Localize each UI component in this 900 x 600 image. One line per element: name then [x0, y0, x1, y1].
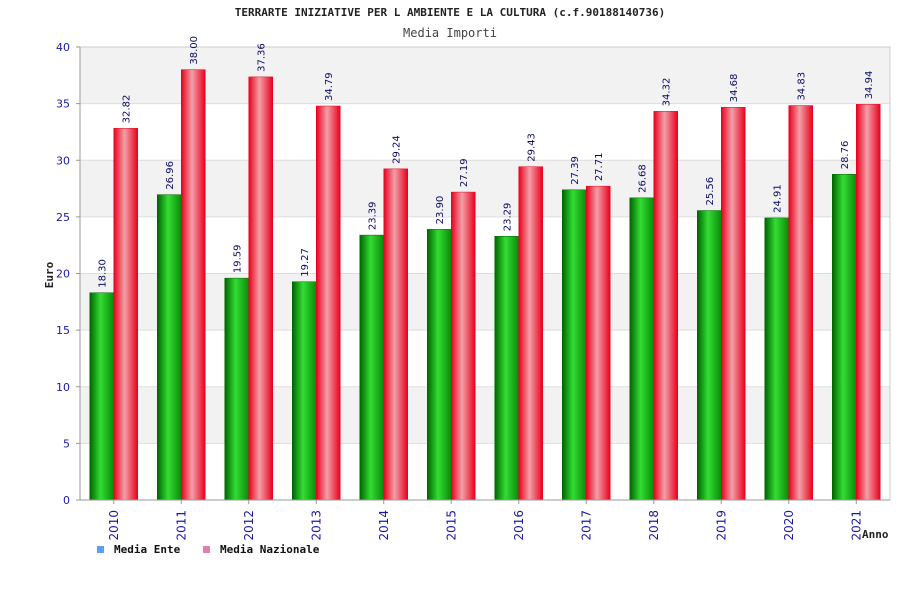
x-tick-label-2017: 2017 — [579, 510, 593, 541]
data-label-nazionale-2014: 29.24 — [392, 135, 403, 164]
grid-band — [80, 160, 890, 217]
y-tick-label: 30 — [56, 154, 70, 167]
grid-band — [80, 386, 890, 444]
legend: Media Ente Media Nazionale — [97, 543, 320, 556]
bar-ente-2018 — [629, 197, 654, 501]
data-label-ente-2010: 18.30 — [98, 259, 109, 288]
bar-nazionale-2012 — [248, 76, 273, 501]
data-label-nazionale-2013: 34.79 — [324, 72, 335, 101]
data-label-ente-2015: 23.90 — [435, 196, 446, 225]
bar-ente-2017 — [562, 189, 587, 501]
bar-ente-2011 — [157, 194, 182, 501]
bar-ente-2019 — [697, 210, 722, 501]
data-label-nazionale-2021: 34.94 — [864, 71, 875, 100]
data-label-ente-2021: 28.76 — [840, 141, 851, 170]
bar-ente-2014 — [359, 234, 384, 501]
bar-nazionale-2015 — [451, 191, 476, 501]
data-label-nazionale-2012: 37.36 — [257, 43, 268, 72]
grid-band — [80, 273, 890, 331]
legend-swatch-ente — [97, 546, 104, 553]
legend-label-ente: Media Ente — [114, 543, 181, 556]
bar-nazionale-2018 — [653, 111, 678, 501]
data-label-nazionale-2010: 32.82 — [122, 95, 133, 124]
data-label-ente-2020: 24.91 — [773, 184, 784, 213]
x-tick-label-2016: 2016 — [512, 510, 526, 541]
data-label-nazionale-2019: 34.68 — [729, 74, 740, 103]
x-tick-label-2013: 2013 — [309, 510, 323, 541]
y-tick-label: 0 — [63, 494, 70, 507]
y-axis-label: Euro — [43, 261, 56, 288]
bar-ente-2013 — [292, 281, 317, 501]
x-tick-label-2018: 2018 — [647, 510, 661, 541]
y-tick-label: 5 — [63, 437, 70, 450]
data-label-nazionale-2020: 34.83 — [797, 72, 808, 101]
bar-nazionale-2020 — [788, 105, 813, 501]
bar-ente-2010 — [89, 292, 114, 501]
data-label-ente-2014: 23.39 — [368, 201, 379, 230]
bar-ente-2012 — [224, 277, 249, 501]
legend-swatch-nazionale — [203, 546, 210, 553]
bar-nazionale-2016 — [518, 166, 543, 501]
x-tick-label-2010: 2010 — [107, 510, 121, 541]
x-tick-label-2012: 2012 — [242, 510, 256, 541]
x-axis-label: Anno — [862, 528, 889, 541]
chart-subtitle: Media Importi — [403, 26, 497, 40]
bars — [89, 69, 881, 501]
chart-title: TERRARTE INIZIATIVE PER L AMBIENTE E LA … — [235, 6, 665, 19]
data-label-nazionale-2016: 29.43 — [527, 133, 538, 162]
bar-nazionale-2011 — [181, 69, 206, 501]
legend-label-nazionale: Media Nazionale — [220, 543, 320, 556]
x-tick-label-2021: 2021 — [849, 510, 863, 541]
bar-nazionale-2019 — [721, 106, 746, 501]
bar-ente-2016 — [494, 235, 519, 501]
y-tick-label: 35 — [56, 98, 70, 111]
bar-nazionale-2021 — [856, 104, 881, 501]
bar-ente-2015 — [427, 229, 452, 501]
bar-ente-2020 — [764, 217, 789, 501]
data-label-ente-2016: 23.29 — [503, 203, 514, 232]
data-label-ente-2018: 26.68 — [638, 164, 649, 193]
y-tick-label: 40 — [56, 41, 70, 54]
data-label-ente-2017: 27.39 — [570, 156, 581, 185]
y-tick-label: 10 — [56, 381, 70, 394]
x-tick-label-2020: 2020 — [782, 510, 796, 541]
data-label-ente-2013: 19.27 — [300, 248, 311, 277]
data-labels: 18.30 32.82 26.96 38.00 19.59 37.36 19.27 34.79… — [98, 36, 876, 288]
data-label-nazionale-2015: 27.19 — [459, 158, 470, 187]
bar-nazionale-2010 — [113, 128, 138, 501]
x-tick-label-2014: 2014 — [377, 510, 391, 541]
y-axis: 0 5 10 15 20 25 30 35 40 — [56, 41, 81, 507]
grid-band — [80, 47, 890, 104]
bar-nazionale-2014 — [383, 168, 408, 501]
data-label-ente-2019: 25.56 — [705, 177, 716, 206]
bar-nazionale-2013 — [316, 105, 341, 501]
data-label-ente-2012: 19.59 — [233, 245, 244, 274]
data-label-ente-2011: 26.96 — [165, 161, 176, 190]
y-tick-label: 15 — [56, 324, 70, 337]
x-axis: 2010 2011 2012 2013 2014 2015 2016 2017 2018 2019… — [80, 499, 890, 541]
x-tick-label-2019: 2019 — [714, 510, 728, 541]
y-tick-label: 25 — [56, 211, 70, 224]
bar-ente-2021 — [832, 174, 857, 501]
x-tick-label-2015: 2015 — [444, 510, 458, 541]
data-label-nazionale-2018: 34.32 — [662, 78, 673, 107]
data-label-nazionale-2017: 27.71 — [594, 153, 605, 182]
bar-nazionale-2017 — [586, 185, 611, 501]
x-tick-label-2011: 2011 — [174, 510, 188, 541]
y-tick-label: 20 — [56, 268, 70, 281]
data-label-nazionale-2011: 38.00 — [189, 36, 200, 65]
